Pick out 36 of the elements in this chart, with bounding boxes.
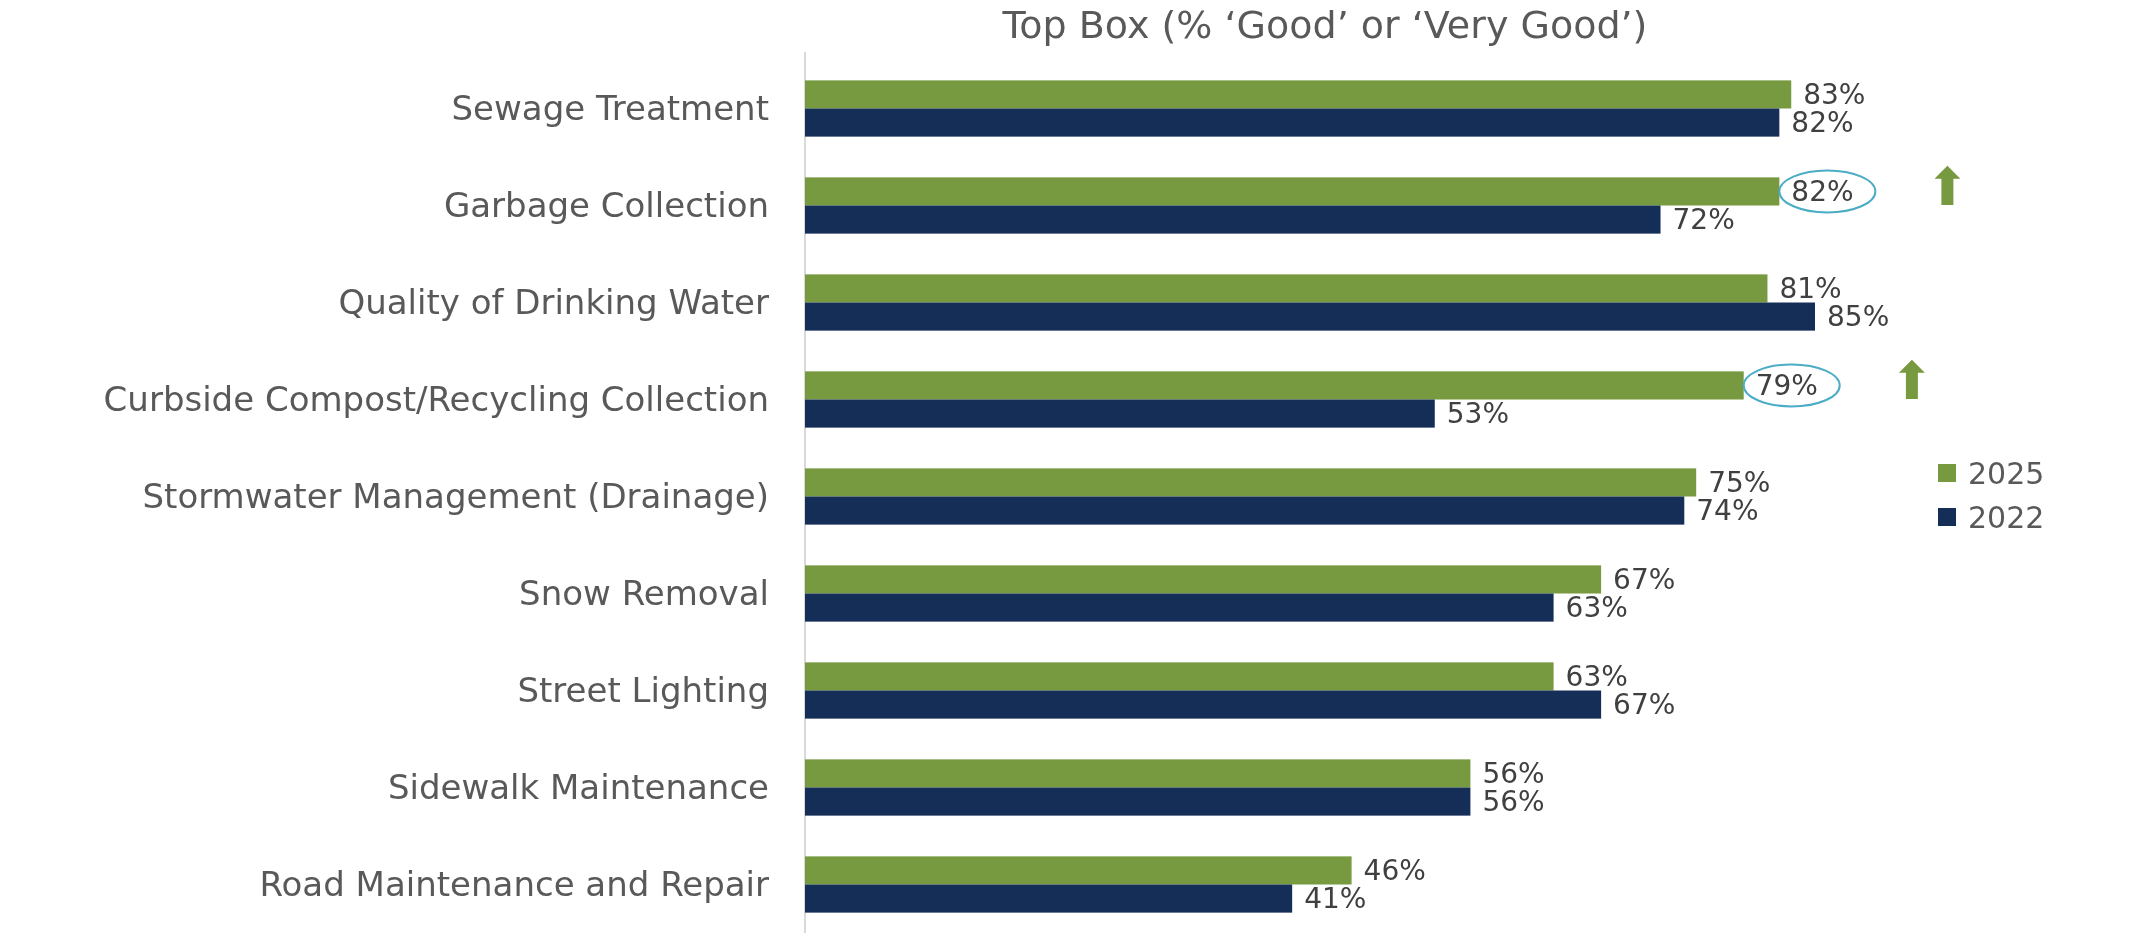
bar bbox=[805, 302, 1815, 331]
bar bbox=[805, 468, 1697, 497]
bar bbox=[805, 856, 1352, 885]
bar bbox=[805, 759, 1471, 788]
data-label: 82% bbox=[1791, 175, 1854, 209]
y-tick-label: Snow Removal bbox=[519, 573, 769, 614]
bar bbox=[805, 593, 1554, 622]
legend-label: 2025 bbox=[1968, 455, 2045, 491]
data-label: 72% bbox=[1672, 203, 1735, 237]
data-label: 53% bbox=[1446, 397, 1509, 431]
bar bbox=[805, 787, 1471, 816]
legend-label: 2022 bbox=[1968, 499, 2045, 535]
bar bbox=[805, 662, 1554, 691]
bar bbox=[805, 205, 1661, 234]
y-tick-label: Sewage Treatment bbox=[451, 88, 769, 129]
y-tick-label: Stormwater Management (Drainage) bbox=[142, 476, 769, 517]
bar bbox=[805, 108, 1780, 137]
bar bbox=[805, 399, 1435, 428]
bar bbox=[805, 80, 1792, 109]
y-tick-label: Road Maintenance and Repair bbox=[259, 864, 770, 905]
y-tick-label: Garbage Collection bbox=[443, 185, 769, 226]
bar bbox=[805, 565, 1602, 594]
y-tick-label: Quality of Drinking Water bbox=[338, 282, 770, 323]
data-label: 79% bbox=[1755, 369, 1818, 403]
annotation: ⬆ bbox=[1925, 157, 1970, 218]
y-tick-label: Curbside Compost/Recycling Collection bbox=[103, 379, 769, 420]
chart-title: Top Box (% ‘Good’ or ‘Very Good’) bbox=[1001, 3, 1648, 47]
bar bbox=[805, 371, 1744, 400]
y-tick-label: Sidewalk Maintenance bbox=[387, 767, 769, 808]
bar bbox=[805, 884, 1293, 913]
y-tick-label: Street Lighting bbox=[517, 670, 769, 711]
bar bbox=[805, 496, 1685, 525]
bar bbox=[805, 177, 1780, 206]
bar bbox=[805, 690, 1602, 719]
annotation: ⬆ bbox=[1889, 351, 1934, 412]
bar bbox=[805, 274, 1768, 303]
